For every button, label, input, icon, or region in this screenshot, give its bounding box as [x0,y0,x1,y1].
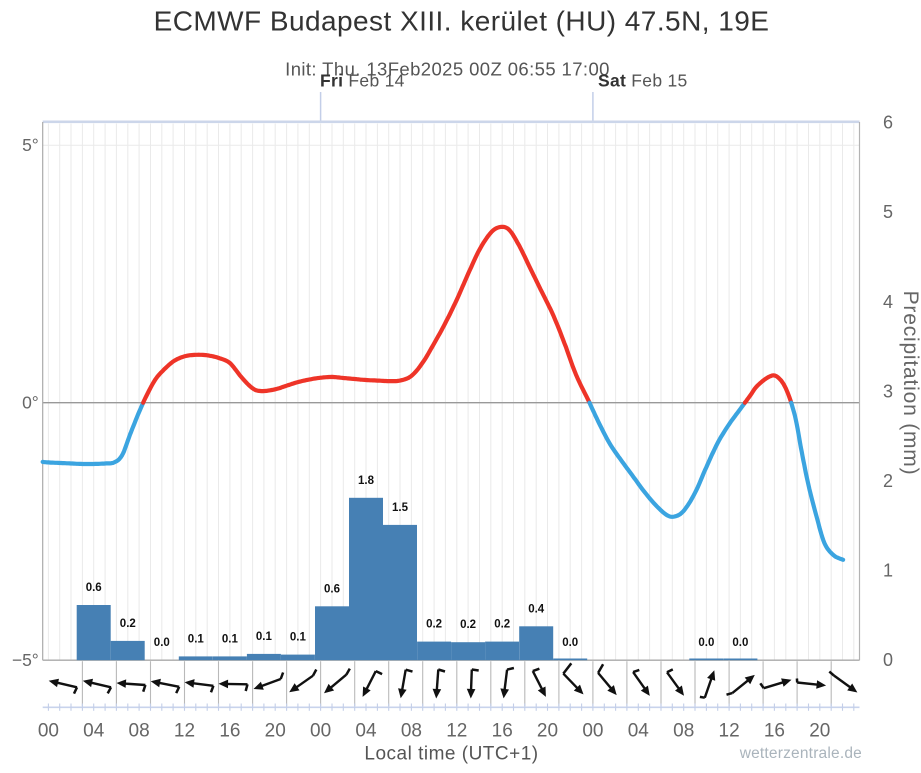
svg-text:ECMWF Budapest XIII. kerület (: ECMWF Budapest XIII. kerület (HU) 47.5N,… [154,6,770,37]
svg-text:08: 08 [673,721,694,742]
svg-text:0.4: 0.4 [528,603,545,615]
svg-text:Precipitation (mm): Precipitation (mm) [899,291,921,476]
svg-text:20: 20 [809,721,830,742]
svg-text:0: 0 [883,650,893,670]
svg-text:0.2: 0.2 [426,619,442,631]
svg-text:12: 12 [446,721,467,742]
svg-text:0.0: 0.0 [562,637,578,649]
svg-text:08: 08 [401,721,422,742]
svg-text:3: 3 [883,381,893,401]
svg-text:04: 04 [83,721,105,742]
svg-text:04: 04 [628,721,650,742]
svg-text:20: 20 [537,721,558,742]
svg-text:4: 4 [883,292,893,312]
svg-text:Sat Feb 15: Sat Feb 15 [598,71,688,91]
svg-text:5°: 5° [22,135,39,155]
svg-text:12: 12 [174,721,195,742]
svg-text:wetterzentrale.de: wetterzentrale.de [739,745,862,762]
svg-text:20: 20 [265,721,286,742]
svg-text:08: 08 [129,721,150,742]
svg-text:00: 00 [310,721,331,742]
svg-text:0.6: 0.6 [324,583,340,595]
svg-text:0.1: 0.1 [222,633,239,645]
svg-text:Fri Feb 14: Fri Feb 14 [320,70,405,90]
svg-text:00: 00 [582,721,603,742]
svg-text:−5°: −5° [12,650,39,670]
svg-text:16: 16 [492,721,513,742]
svg-text:0.1: 0.1 [256,631,273,643]
svg-text:0.1: 0.1 [188,633,205,645]
svg-text:0.1: 0.1 [290,632,307,644]
svg-text:Local time (UTC+1): Local time (UTC+1) [364,744,538,765]
svg-text:0°: 0° [22,392,39,412]
svg-text:0.2: 0.2 [494,619,510,631]
svg-text:0.0: 0.0 [698,637,714,649]
svg-text:00: 00 [38,721,59,742]
svg-text:0.2: 0.2 [120,618,136,630]
svg-text:16: 16 [764,721,785,742]
svg-text:12: 12 [719,721,740,742]
svg-text:0.0: 0.0 [154,637,170,649]
svg-text:16: 16 [219,721,240,742]
svg-text:1.8: 1.8 [358,475,375,487]
svg-text:1: 1 [883,561,893,581]
svg-text:0.6: 0.6 [86,582,102,594]
svg-text:6: 6 [883,113,893,133]
svg-text:2: 2 [883,471,893,491]
svg-text:1.5: 1.5 [392,502,409,514]
svg-text:5: 5 [883,202,893,222]
svg-text:0.2: 0.2 [460,619,476,631]
svg-text:04: 04 [355,721,377,742]
svg-text:0.0: 0.0 [732,637,748,649]
